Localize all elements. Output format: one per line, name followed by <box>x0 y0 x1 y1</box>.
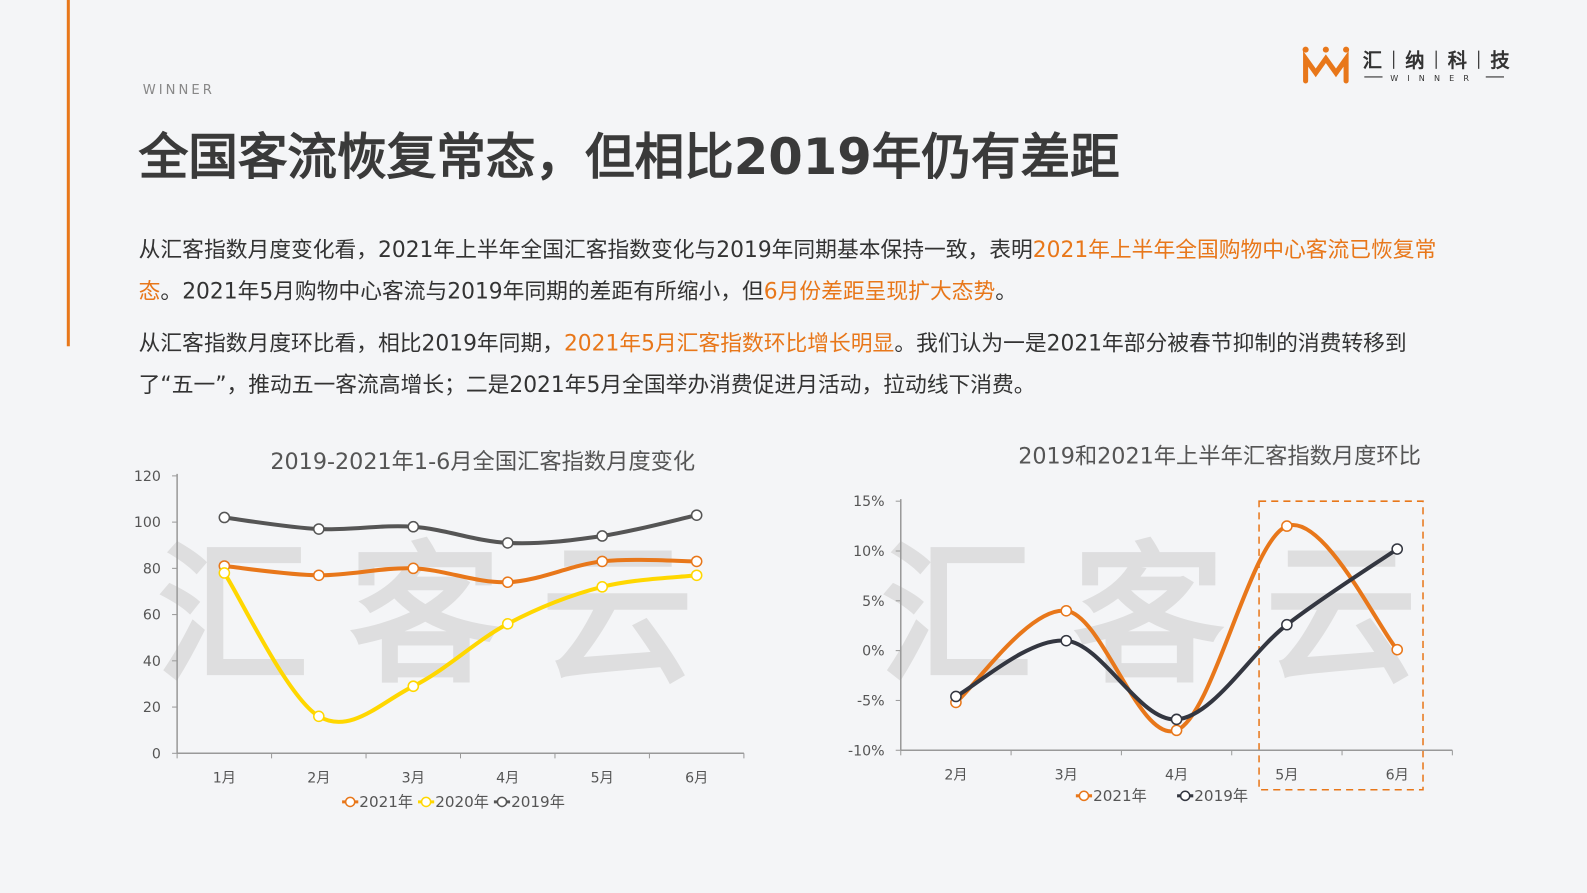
legend-marker <box>344 796 356 808</box>
data-point <box>501 537 514 549</box>
text-segment: 2021年上半年全国购物中心客流已恢复常态 <box>138 237 1437 305</box>
data-point <box>312 710 325 723</box>
data-point <box>1281 520 1293 532</box>
watermark: 汇客云 <box>157 527 734 704</box>
logo-icon <box>1302 46 1350 84</box>
y-tick-label: 40 <box>143 654 161 670</box>
x-tick-label: 4月 <box>1165 768 1188 784</box>
data-point <box>1060 604 1073 617</box>
text-segment: 从汇客指数月度环比看，相比2019年同期， <box>138 331 564 357</box>
logo-char: 纳 <box>1405 49 1424 72</box>
data-point <box>690 569 703 582</box>
data-point <box>1170 713 1183 726</box>
text-segment: 。我们认为一是2021年部分被春节抑制的消费转移到了“五一”，推动五一客流高增长… <box>138 331 1407 398</box>
data-point <box>596 581 609 593</box>
legend-marker <box>420 796 432 808</box>
x-tick-label: 3月 <box>402 771 425 787</box>
legend-marker <box>1179 790 1191 802</box>
data-point <box>407 562 420 575</box>
x-tick-label: 4月 <box>496 771 519 787</box>
x-tick-label: 2月 <box>944 768 967 784</box>
data-point <box>501 576 514 589</box>
logo-char: 汇 <box>1363 49 1382 72</box>
paragraph: 从汇客指数月度变化看，2021年上半年全国汇客指数变化与2019年同期基本保持一… <box>139 230 1455 313</box>
x-tick-label: 6月 <box>1386 768 1409 784</box>
chart-title: 2019和2021年上半年汇客指数月度环比 <box>1018 444 1421 470</box>
y-tick-label: 10% <box>853 544 884 560</box>
watermark: 汇客云 <box>881 527 1458 704</box>
data-point <box>950 690 962 703</box>
y-tick-label: 80 <box>143 561 161 577</box>
data-point <box>596 530 609 542</box>
data-point <box>1391 543 1404 555</box>
series-line <box>224 557 697 585</box>
logo-char: 技 <box>1490 49 1510 72</box>
text-segment: 。 <box>995 279 1018 305</box>
data-point <box>1170 724 1183 737</box>
x-tick-label: 6月 <box>685 771 708 787</box>
data-point <box>596 555 609 568</box>
data-point <box>407 680 420 693</box>
text-segment: 从汇客指数月度变化看，2021年上半年全国汇客指数变化与2019年同期基本保持一… <box>138 237 1033 264</box>
y-tick-label: -5% <box>857 694 885 710</box>
data-point <box>407 520 420 533</box>
y-tick-label: 20 <box>143 700 161 716</box>
data-point <box>690 555 703 568</box>
legend-label: 2020年 <box>435 793 489 811</box>
data-point <box>690 509 703 521</box>
legend-label: 2019年 <box>1194 787 1248 805</box>
data-point <box>1060 634 1073 647</box>
y-tick-label: 0 <box>152 746 161 762</box>
legend-label: 2019年 <box>511 793 565 811</box>
tag: WINNER <box>142 83 215 99</box>
data-point <box>312 523 325 535</box>
page-title: 全国客流恢复常态，但相比2019年仍有差距 <box>138 128 1120 187</box>
legend-marker <box>496 796 508 808</box>
highlight-box <box>1258 500 1424 791</box>
legend-marker <box>1078 790 1090 802</box>
text-segment: 6月份差距呈现扩大态势 <box>763 279 996 305</box>
x-tick-label: 3月 <box>1055 768 1078 784</box>
y-tick-label: 60 <box>143 608 161 624</box>
text-segment: 2021年5月汇客指数环比增长明显 <box>563 331 895 357</box>
x-tick-label: 1月 <box>213 771 236 787</box>
chart-title: 2019-2021年1-6月全国汇客指数月度变化 <box>270 449 695 475</box>
logo-char: 科 <box>1448 49 1467 72</box>
legend-label: 2021年 <box>1093 787 1147 805</box>
y-tick-label: 5% <box>862 594 884 610</box>
paragraph: 从汇客指数月度环比看，相比2019年同期，2021年5月汇客指数环比增长明显。我… <box>139 323 1455 406</box>
data-point <box>312 569 325 582</box>
logo-separators <box>1364 50 1504 78</box>
logo-sub: WINNER <box>1390 73 1478 83</box>
x-tick-label: 2月 <box>307 771 330 787</box>
series-line <box>224 513 698 546</box>
y-tick-label: 100 <box>134 515 161 531</box>
data-point <box>1391 643 1404 656</box>
data-point <box>501 618 514 630</box>
y-tick-label: 15% <box>853 494 884 510</box>
data-point <box>1281 618 1293 631</box>
x-tick-label: 5月 <box>591 771 614 787</box>
data-point <box>218 567 231 579</box>
text-segment: 。2021年5月购物中心客流与2019年同期的差距有所缩小，但 <box>160 279 764 305</box>
accent-bar <box>66 0 70 347</box>
y-tick-label: 0% <box>862 644 884 660</box>
y-tick-label: -10% <box>848 743 885 759</box>
x-tick-label: 5月 <box>1275 768 1298 784</box>
y-tick-label: 120 <box>134 469 161 485</box>
legend-label: 2021年 <box>359 793 413 811</box>
data-point <box>218 511 231 524</box>
